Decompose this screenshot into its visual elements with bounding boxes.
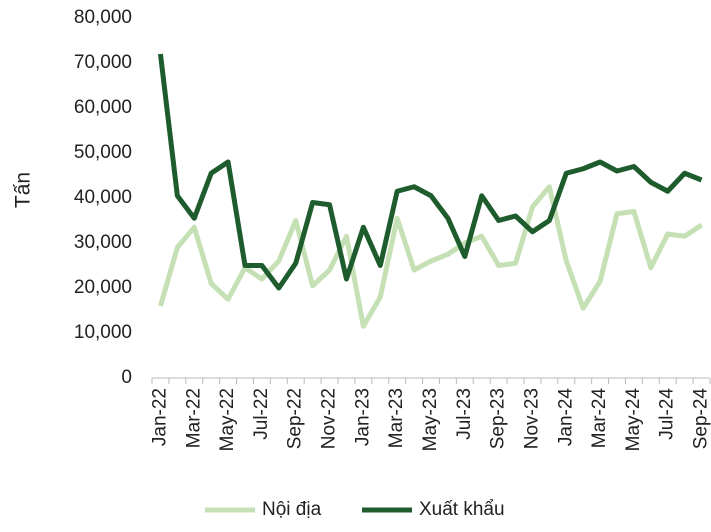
y-tick-label: 50,000 (74, 142, 132, 163)
y-tick-label: 70,000 (74, 52, 132, 73)
x-tick-label: Mar-24 (589, 388, 610, 449)
y-tick-label: 20,000 (74, 277, 132, 298)
x-tick-label: Sep-23 (488, 388, 509, 449)
x-tick-label: May-23 (420, 388, 441, 451)
x-tick-label: Mar-22 (183, 388, 204, 448)
y-tick-label: 0 (121, 367, 132, 388)
y-tick-label: 40,000 (74, 187, 132, 208)
x-tick-label: Mar-23 (386, 388, 407, 448)
y-axis-title: Tấn (12, 172, 35, 208)
x-tick-label: Jul-24 (657, 388, 678, 440)
x-tick-label: Sep-24 (691, 388, 711, 450)
line-series (157, 53, 703, 291)
legend-label: Xuất khẩu (419, 499, 505, 520)
legend-label: Nội địa (262, 499, 322, 520)
x-tick-label: Jan-23 (352, 388, 373, 446)
y-tick-label: 60,000 (74, 97, 132, 118)
x-tick-label: May-22 (217, 388, 238, 451)
x-tick-label: Jan-24 (555, 388, 576, 447)
x-tick-label: Sep-22 (285, 388, 306, 449)
x-tick-label: Jan-22 (149, 388, 170, 446)
x-tick-label: Jul-22 (251, 388, 272, 440)
x-tick-label: Nov-23 (521, 388, 542, 449)
x-tick-label: Nov-22 (319, 388, 340, 449)
line-series (158, 184, 703, 329)
y-tick-label: 10,000 (74, 322, 132, 343)
x-tick-label: May-24 (623, 388, 644, 452)
y-tick-label: 80,000 (74, 7, 132, 28)
y-tick-label: 30,000 (74, 232, 132, 253)
x-tick-label: Jul-23 (454, 388, 475, 440)
